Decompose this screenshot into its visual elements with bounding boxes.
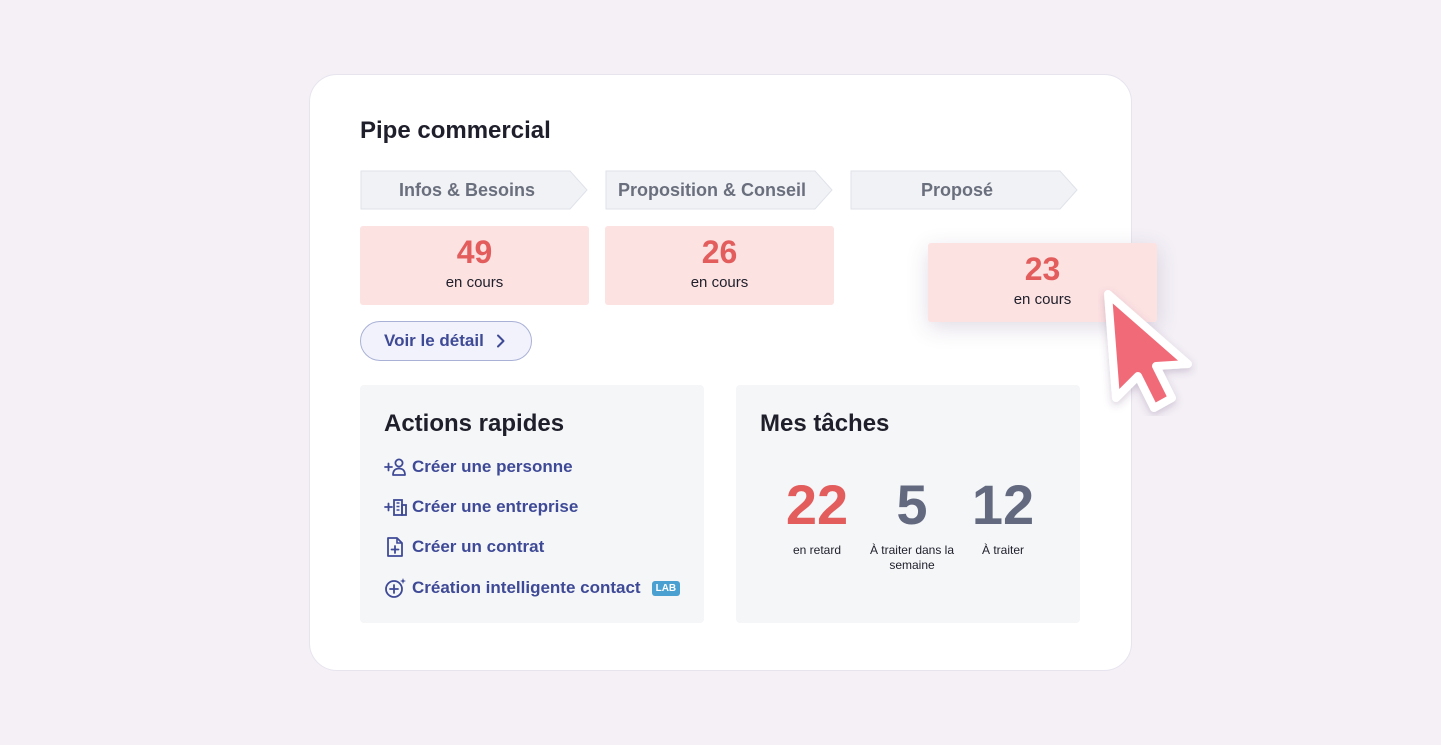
add-company-icon xyxy=(384,499,407,516)
stage-count-label: en cours xyxy=(1013,291,1072,308)
add-person-icon xyxy=(384,458,406,476)
smart-contact-creation-action[interactable]: Création intelligente contact LAB xyxy=(384,577,681,599)
create-contract-action[interactable]: Créer un contrat xyxy=(384,537,544,557)
tasks-title: Mes tâches xyxy=(760,410,890,437)
stage-count-label: en cours xyxy=(445,274,504,291)
stage-count-proposition-conseil[interactable]: 26 en cours xyxy=(605,226,834,305)
stage-arrow-shape xyxy=(360,170,588,210)
mouse-pointer-icon xyxy=(1104,290,1192,412)
task-stat-label: À traiter dans la semaine xyxy=(869,543,955,572)
action-label: Créer une personne xyxy=(412,457,573,476)
create-company-action[interactable]: Créer une entreprise xyxy=(384,497,578,517)
task-stat-overdue[interactable]: 22 en retard xyxy=(767,473,867,558)
stage-count-value: 23 xyxy=(1024,251,1061,287)
pipe-title: Pipe commercial xyxy=(360,117,551,144)
quick-actions-title: Actions rapides xyxy=(384,410,565,437)
task-stat-value: 12 xyxy=(971,473,1035,536)
stage-arrow-shape xyxy=(850,170,1078,210)
chevron-right-icon xyxy=(496,334,505,348)
stage-label: Infos & Besoins xyxy=(398,179,536,200)
stage-propose[interactable]: Proposé xyxy=(850,170,1078,210)
stage-count-infos-besoins[interactable]: 49 en cours xyxy=(360,226,589,305)
add-contract-icon xyxy=(387,537,403,557)
quick-actions-panel: Actions rapides Créer une personne Créer… xyxy=(360,385,704,623)
smart-add-icon xyxy=(385,578,406,598)
stage-count-value: 49 xyxy=(456,234,493,270)
stage-proposition-conseil[interactable]: Proposition & Conseil xyxy=(605,170,833,210)
stage-count-value: 26 xyxy=(701,234,738,270)
task-stat-value: 5 xyxy=(896,473,928,536)
task-stat-label: À traiter xyxy=(981,543,1024,557)
stage-infos-besoins[interactable]: Infos & Besoins xyxy=(360,170,588,210)
stage-label: Proposé xyxy=(920,179,994,200)
task-stat-this-week[interactable]: 5 À traiter dans la semaine xyxy=(862,473,962,573)
task-stat-value: 22 xyxy=(785,473,849,536)
action-label: Création intelligente contact xyxy=(412,578,641,597)
pipeline-card: Pipe commercial Infos & Besoins Proposit… xyxy=(309,74,1132,671)
voir-le-detail-button[interactable]: Voir le détail xyxy=(360,321,532,361)
create-person-action[interactable]: Créer une personne xyxy=(384,457,573,477)
stage-label: Proposition & Conseil xyxy=(617,179,806,200)
task-stat-to-do[interactable]: 12 À traiter xyxy=(953,473,1053,558)
lab-badge: LAB xyxy=(651,580,681,596)
stage-arrow-shape xyxy=(605,170,833,210)
tasks-panel: Mes tâches 22 en retard 5 À traiter dans… xyxy=(736,385,1080,623)
task-stat-label: en retard xyxy=(792,543,842,557)
action-label: Créer une entreprise xyxy=(412,497,579,516)
stage-count-label: en cours xyxy=(690,274,749,291)
action-label: Créer un contrat xyxy=(412,537,545,556)
detail-button-label: Voir le détail xyxy=(384,331,484,350)
